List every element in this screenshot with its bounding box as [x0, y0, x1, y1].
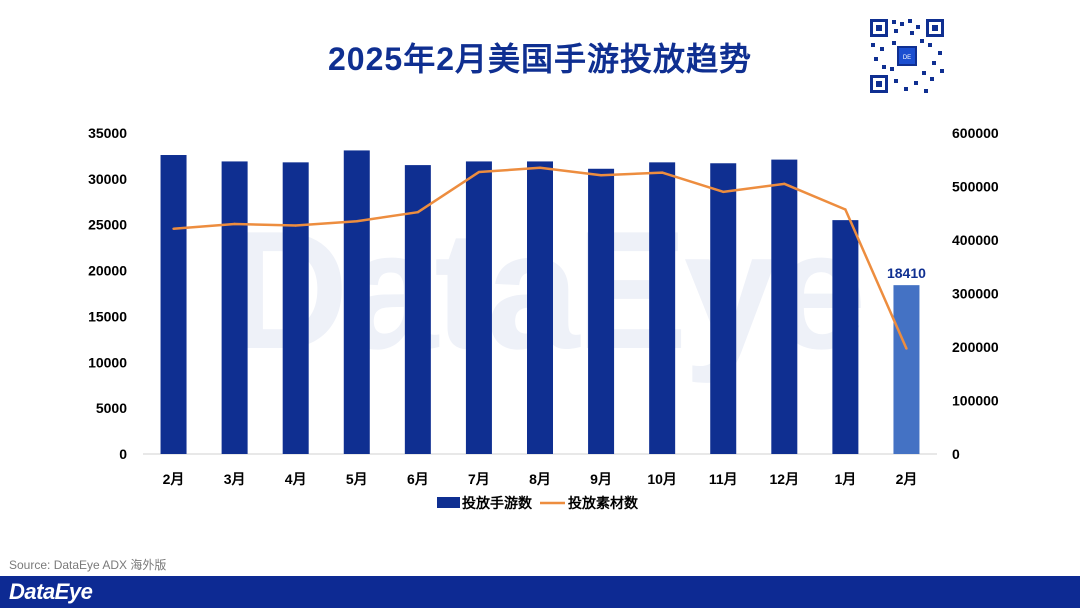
x-tick-label: 10月: [647, 471, 677, 487]
y-left-tick-label: 0: [119, 446, 127, 462]
x-tick-label: 11月: [709, 471, 738, 487]
line-series: [172, 166, 908, 350]
bar: [282, 162, 309, 454]
bar: [465, 161, 492, 454]
source-note: Source: DataEye ADX 海外版: [9, 558, 167, 572]
line-point: [722, 190, 725, 194]
legend-label: 投放素材数: [568, 495, 639, 511]
data-labels: 18410: [887, 265, 926, 281]
legend-swatch-bar: [437, 497, 460, 508]
bar: [893, 285, 920, 454]
y-left-tick-label: 35000: [88, 125, 127, 141]
y-left-tick-label: 5000: [96, 400, 127, 416]
x-tick-label: 2月: [896, 471, 918, 487]
bar: [160, 155, 187, 455]
svg-text:DE: DE: [903, 55, 911, 61]
bar: [527, 161, 553, 454]
line-point: [294, 224, 297, 227]
legend-label: 投放手游数: [462, 495, 533, 511]
footer-bar: DataEye: [0, 576, 1080, 608]
x-tick-label: 1月: [834, 471, 856, 487]
x-tick-label: 12月: [770, 471, 800, 487]
bar: [649, 162, 676, 454]
x-tick-label: 8月: [529, 471, 551, 487]
x-tick-label: 2月: [163, 471, 185, 487]
y-right-tick-label: 300000: [952, 286, 999, 302]
line-point: [844, 208, 847, 211]
y-left-tick-label: 25000: [88, 217, 127, 233]
bar: [343, 150, 370, 454]
y-right-tick-label: 500000: [952, 179, 999, 195]
y-right-tick-label: 200000: [952, 339, 999, 355]
y-left-tick-label: 10000: [88, 354, 127, 370]
data-label: 18410: [887, 265, 926, 281]
y-right-tick-label: 0: [952, 446, 960, 462]
line-point: [538, 166, 542, 169]
line-point: [233, 222, 236, 226]
y-right-tick-label: 600000: [952, 125, 999, 141]
y-right-tick-label: 100000: [952, 393, 999, 409]
line-point: [599, 174, 603, 177]
y-left-tick-label: 30000: [88, 171, 127, 187]
x-tick-label: 5月: [346, 471, 368, 487]
y-left-tick-label: 15000: [88, 308, 127, 324]
line-point: [355, 220, 358, 223]
qr-code-graphic: DE: [868, 17, 946, 95]
bar: [404, 165, 431, 454]
x-axis: 2月 3月 4月 5月 6月 7月 8月 9月 10月 11月 12月 1月 2月: [163, 471, 918, 487]
line-point: [905, 347, 908, 350]
bar: [832, 220, 859, 454]
bar: [588, 168, 615, 455]
x-tick-label: 3月: [224, 471, 246, 487]
x-tick-label: 9月: [590, 471, 612, 487]
line-point: [783, 182, 786, 186]
x-tick-label: 4月: [285, 471, 307, 487]
y-right-tick-label: 400000: [952, 232, 999, 248]
line-point: [416, 210, 420, 214]
line-point: [660, 171, 664, 174]
bar: [771, 159, 798, 454]
line-point: [477, 170, 481, 174]
bar: [710, 163, 737, 454]
y-axis-left: 0 5000 10000 15000 20000 25000 30000 35000: [88, 125, 127, 462]
legend: 投放手游数 投放素材数: [437, 495, 639, 511]
chart: 0 5000 10000 15000 20000 25000 30000 35000 0 100…: [88, 125, 999, 511]
bar: [221, 161, 248, 454]
y-axis-right: 0 100000 200000 300000 400000 500000 600000: [952, 125, 999, 462]
line-point: [172, 227, 175, 230]
y-left-tick-label: 20000: [88, 263, 127, 279]
x-tick-label: 7月: [468, 471, 490, 487]
x-tick-label: 6月: [407, 471, 429, 487]
footer-brand-logo: DataEye: [9, 579, 93, 604]
page-title: 2025年2月美国手游投放趋势: [328, 41, 752, 77]
qr-code-icon: DE: [868, 17, 946, 95]
bar-series: [160, 150, 920, 455]
